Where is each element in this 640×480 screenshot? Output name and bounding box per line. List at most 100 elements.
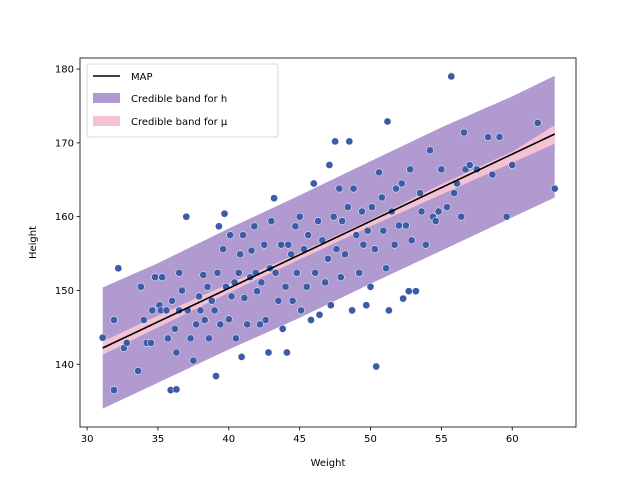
data-point [307, 316, 315, 324]
data-point [412, 287, 420, 296]
data-point [309, 179, 318, 188]
data-point [421, 240, 430, 249]
data-point [407, 236, 416, 245]
data-point [195, 292, 203, 301]
legend-band-h-label: Credible band for h [131, 94, 227, 105]
data-point [431, 217, 440, 225]
data-point [359, 240, 368, 249]
data-point [216, 320, 225, 329]
data-point [256, 320, 264, 329]
data-point [196, 306, 205, 315]
data-point [110, 316, 118, 324]
legend-band-mu-label: Credible band for μ [131, 117, 228, 128]
data-point [315, 310, 324, 319]
data-point [304, 231, 313, 239]
data-point [271, 268, 280, 277]
axes-frame [79, 57, 577, 428]
data-point [205, 334, 213, 343]
data-point [460, 128, 468, 137]
data-point [343, 203, 352, 211]
data-point [383, 117, 392, 126]
data-point [277, 240, 286, 249]
data-point [404, 287, 413, 296]
data-point [406, 165, 415, 174]
data-point [358, 207, 366, 216]
data-point [311, 268, 320, 277]
data-point [236, 250, 244, 259]
data-point [375, 168, 383, 177]
data-point [151, 273, 159, 282]
data-point [247, 246, 256, 255]
data-point [450, 189, 458, 197]
data-point [385, 306, 393, 315]
data-point [372, 362, 381, 371]
data-point [437, 165, 446, 174]
data-point [348, 306, 356, 315]
data-point [148, 306, 157, 315]
data-point [232, 334, 240, 343]
data-point [200, 316, 209, 324]
data-point [250, 222, 259, 231]
data-point [253, 287, 261, 296]
legend-band-mu-swatch [93, 116, 120, 126]
y-axis-label: Height [28, 226, 39, 259]
data-point [110, 386, 118, 394]
data-point [392, 184, 400, 193]
data-point [257, 278, 266, 287]
data-point [325, 161, 334, 169]
data-point [237, 353, 246, 361]
y-tick-label: 150 [55, 286, 74, 297]
data-point [114, 264, 123, 273]
data-point [239, 231, 247, 239]
data-point [219, 245, 227, 253]
data-point [341, 250, 349, 259]
data-point [443, 203, 451, 211]
data-point [397, 179, 406, 188]
credible-band-mu [102, 125, 555, 355]
data-point [168, 296, 176, 305]
data-point [378, 193, 386, 202]
data-point [171, 324, 179, 333]
data-point [134, 367, 142, 375]
plot-area [98, 72, 559, 409]
x-axis: 30 35 40 45 50 55 60 [81, 427, 519, 445]
data-point [434, 207, 443, 216]
data-point [295, 212, 304, 221]
data-point [402, 221, 410, 230]
data-point [382, 264, 390, 273]
data-point [264, 348, 273, 357]
data-point [321, 278, 330, 287]
data-point [139, 316, 148, 324]
data-point [224, 315, 233, 324]
data-point [278, 324, 287, 333]
data-point [98, 333, 107, 342]
data-point [390, 240, 399, 249]
legend-frame [86, 63, 279, 138]
data-point [158, 273, 167, 282]
data-point [363, 226, 372, 235]
data-point [210, 306, 219, 315]
data-point [416, 189, 424, 197]
x-tick-label: 60 [506, 434, 519, 445]
data-point [182, 212, 191, 221]
data-point [550, 184, 559, 193]
data-point [336, 273, 345, 282]
data-point [240, 294, 249, 302]
map-line [102, 133, 556, 349]
data-point [192, 320, 201, 329]
data-point [297, 306, 305, 315]
data-point [164, 334, 172, 343]
x-tick-label: 30 [81, 434, 94, 445]
data-point [324, 254, 332, 263]
data-point [495, 133, 504, 141]
data-point [332, 245, 341, 253]
data-point [147, 339, 155, 347]
data-point [447, 72, 456, 81]
data-point [335, 184, 344, 193]
data-point [399, 294, 407, 303]
data-point [291, 222, 300, 231]
data-point [186, 334, 195, 343]
data-point [281, 282, 290, 291]
data-point [349, 184, 358, 193]
